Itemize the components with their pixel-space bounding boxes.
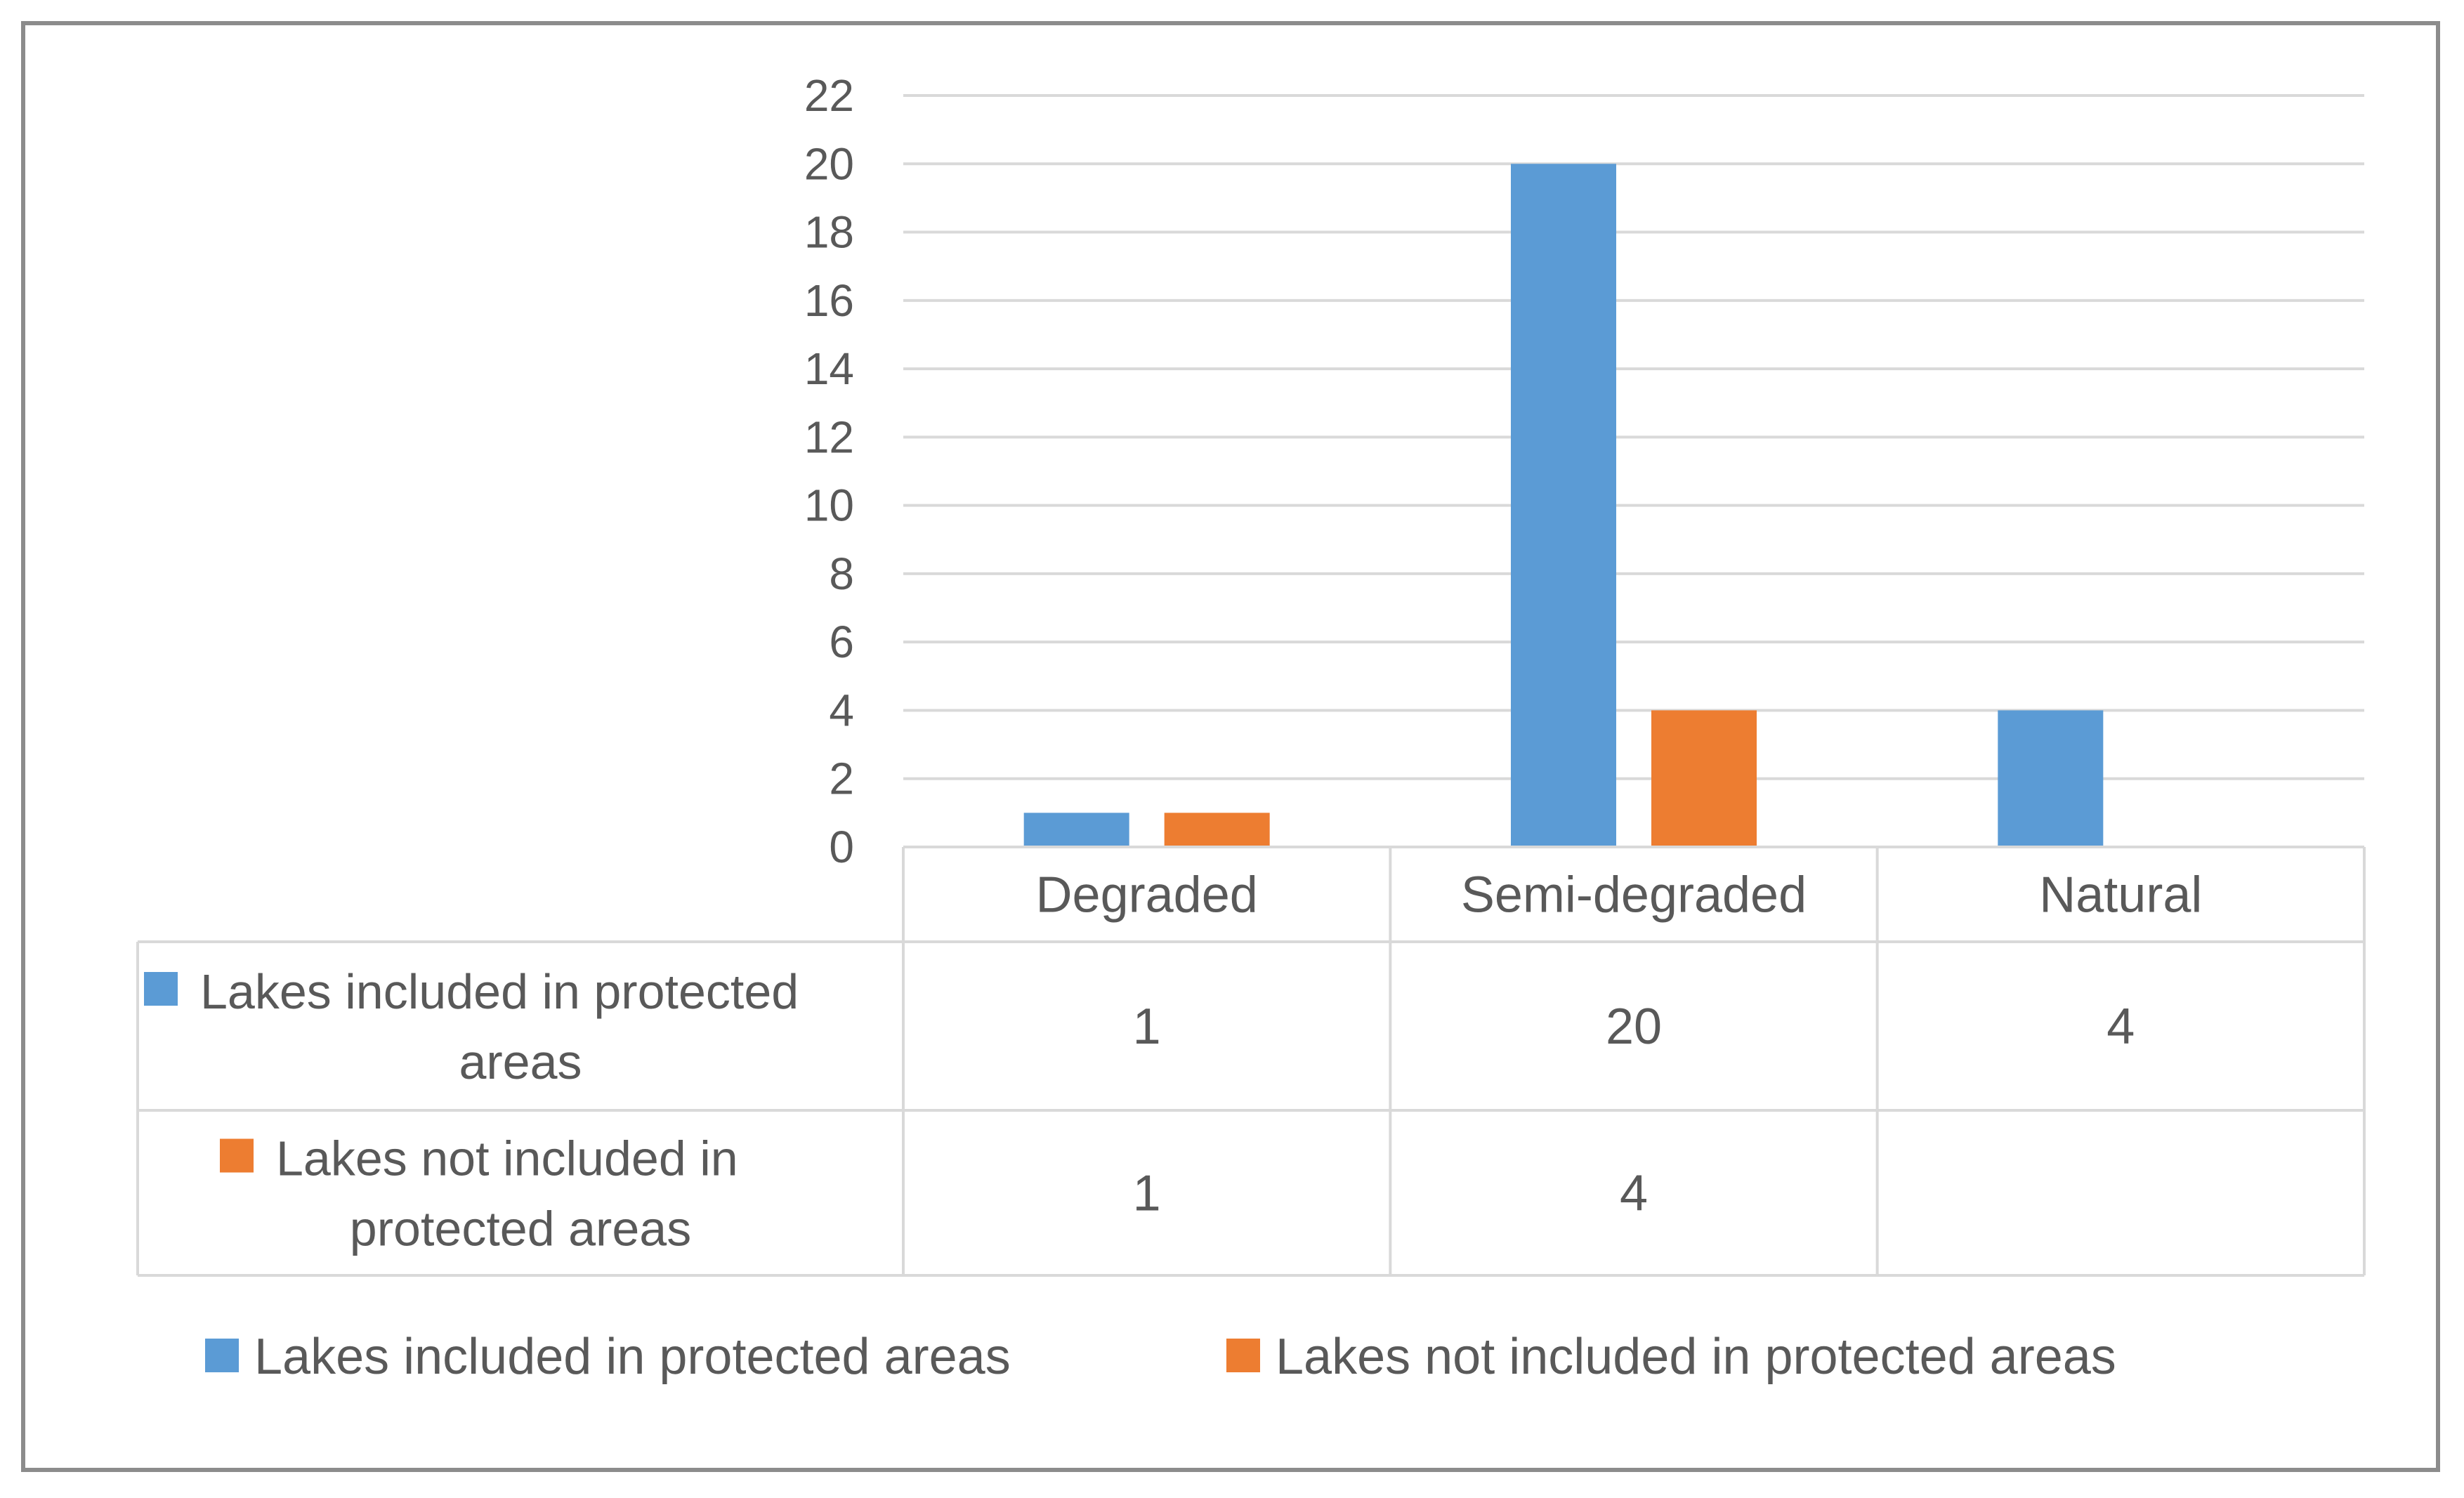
- data-table-cell: 20: [1606, 999, 1662, 1055]
- bar-not-included-0: [1164, 813, 1270, 847]
- bar-included-0: [1023, 813, 1129, 847]
- row-legend-swatch: [144, 972, 178, 1006]
- y-tick-label: 4: [829, 685, 854, 735]
- y-tick-label: 2: [829, 754, 854, 804]
- row-label: Lakes included in protected: [200, 964, 799, 1019]
- data-table-cell: 4: [1620, 1166, 1648, 1222]
- row-legend-swatch: [220, 1138, 254, 1173]
- legend-swatch: [205, 1339, 239, 1372]
- category-label: Semi-degraded: [1461, 867, 1807, 924]
- legend-label: Lakes not included in protected areas: [1276, 1329, 2116, 1385]
- y-tick-label: 18: [804, 207, 854, 258]
- y-tick-label: 0: [829, 822, 854, 872]
- bars: [1023, 164, 2104, 848]
- y-tick-label: 14: [804, 343, 854, 394]
- data-table-cell: 1: [1133, 999, 1161, 1055]
- y-tick-label: 12: [804, 412, 854, 462]
- bar-included-1: [1511, 164, 1616, 848]
- bar-not-included-1: [1651, 710, 1757, 847]
- legend-label: Lakes included in protected areas: [254, 1329, 1011, 1385]
- row-label: protected areas: [350, 1202, 691, 1256]
- chart-frame: 0 2 4 6 8 10 12 14 16 18 20 22 Degraded Semi-degrade…: [21, 21, 2440, 1472]
- gridlines: [903, 94, 2364, 848]
- legend: Lakes included in protected areas Lakes n…: [205, 1329, 2116, 1385]
- category-label: Degraded: [1036, 867, 1258, 924]
- bar-included-2: [1998, 710, 2104, 847]
- y-tick-label: 22: [804, 70, 854, 121]
- data-table-cell: 4: [2106, 999, 2135, 1055]
- legend-swatch: [1226, 1339, 1260, 1372]
- y-tick-label: 20: [804, 138, 854, 189]
- y-tick-label: 8: [829, 548, 854, 599]
- data-table-cell: 1: [1133, 1166, 1161, 1222]
- data-table: Degraded Semi-degraded Natural Lakes includ…: [136, 846, 2366, 1277]
- y-axis: 0 2 4 6 8 10 12 14 16 18 20 22: [804, 70, 854, 872]
- y-tick-label: 10: [804, 480, 854, 531]
- y-tick-label: 16: [804, 275, 854, 326]
- row-label: areas: [459, 1034, 582, 1089]
- y-tick-label: 6: [829, 617, 854, 667]
- category-label: Natural: [2039, 867, 2202, 924]
- row-label: Lakes not included in: [276, 1131, 738, 1186]
